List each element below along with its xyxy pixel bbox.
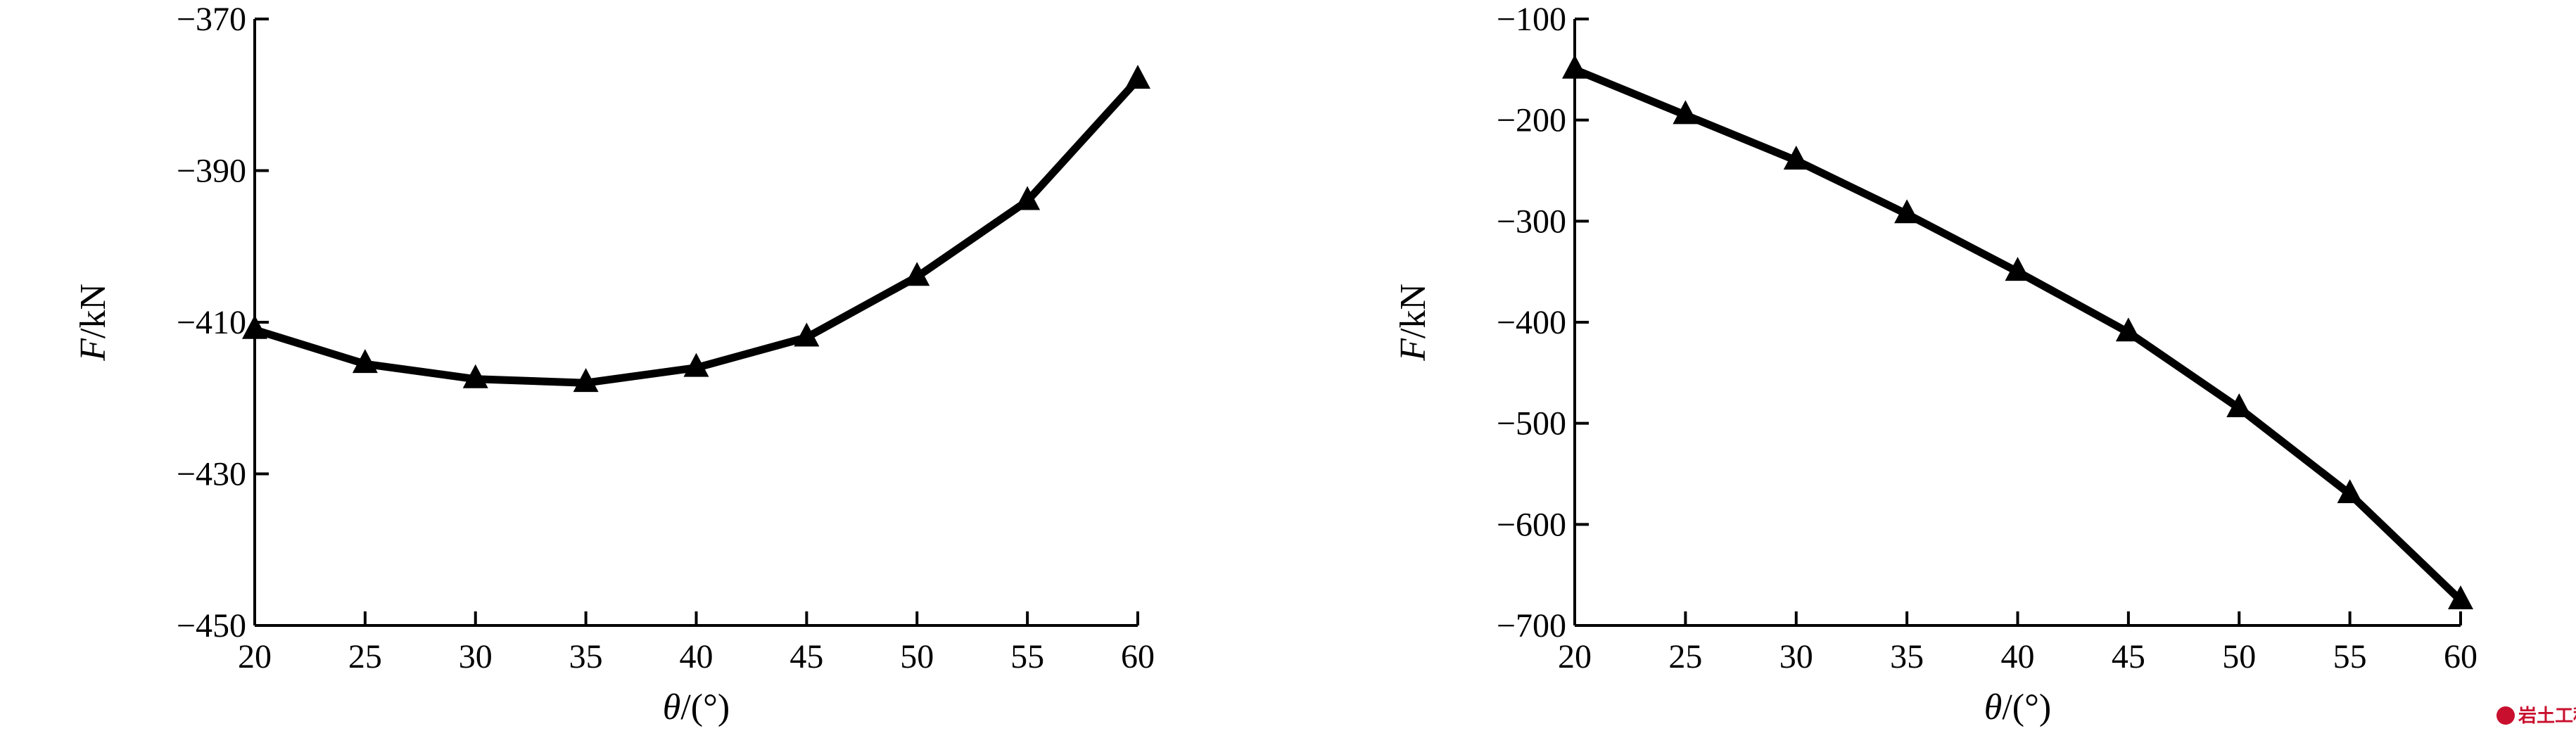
series-group <box>1562 54 2473 610</box>
data-point-marker <box>2337 479 2363 504</box>
data-point-marker <box>2115 317 2141 342</box>
x-tick-label: 25 <box>1668 638 1702 675</box>
data-point-marker <box>683 352 709 377</box>
y-tick-label: −450 <box>177 607 246 644</box>
x-tick-label: 45 <box>789 638 823 675</box>
data-point-marker <box>1894 199 1920 224</box>
y-ticks: −700 −600 −500 −400 −300 −200 −100 <box>1497 1 1589 644</box>
x-tick-label: 30 <box>1779 638 1813 675</box>
seal-logo-icon <box>2496 706 2515 725</box>
y-tick-label: −600 <box>1497 506 1566 543</box>
data-point-marker <box>242 314 267 339</box>
data-point-marker <box>1673 100 1699 125</box>
series-group <box>242 65 1150 393</box>
x-ticks: 20 25 30 35 40 45 50 55 60 <box>238 611 1155 675</box>
x-tick-label: 60 <box>1121 638 1155 675</box>
data-point-marker <box>462 364 488 388</box>
y-tick-label: −390 <box>177 153 246 190</box>
y-tick-label: −300 <box>1497 203 1566 240</box>
data-point-marker <box>352 349 378 374</box>
data-point-marker <box>2448 585 2473 610</box>
data-point-marker <box>2005 257 2031 281</box>
y-ticks: −450 −430 −410 −390 −370 <box>177 1 269 644</box>
y-tick-label: −370 <box>177 1 246 38</box>
y-axis-title: F/kN <box>73 284 113 362</box>
data-point-marker <box>1125 65 1150 89</box>
x-tick-label: 25 <box>348 638 382 675</box>
x-axis-title: θ/(°) <box>663 687 730 727</box>
data-point-marker <box>794 322 820 347</box>
chart-left: −450−430−410−390−370 20 25 30 35 40 45 50 55 60 … <box>73 1 1155 727</box>
x-tick-label: 30 <box>459 638 493 675</box>
data-point-marker <box>573 368 599 393</box>
y-tick-label: −100 <box>1497 1 1566 38</box>
y-tick-label: −430 <box>177 456 246 493</box>
y-tick-label: −500 <box>1497 405 1566 443</box>
x-tick-label: 55 <box>2333 638 2367 675</box>
x-axis-title: θ/(°) <box>1984 687 2051 727</box>
x-tick-label: 35 <box>1890 638 1924 675</box>
y-tick-label: −400 <box>1497 304 1566 341</box>
x-tick-label: 40 <box>2001 638 2035 675</box>
data-point-marker <box>1783 146 1809 170</box>
x-tick-label: 60 <box>2444 638 2477 675</box>
x-tick-label: 50 <box>2222 638 2256 675</box>
y-axis-title: F/kN <box>1393 284 1433 362</box>
x-tick-label: 20 <box>238 638 272 675</box>
data-point-marker <box>1015 186 1041 210</box>
x-tick-label: 35 <box>569 638 603 675</box>
watermark: 岩土工程 <box>2496 706 2576 727</box>
y-tick-label: −200 <box>1497 102 1566 139</box>
x-tick-label: 55 <box>1010 638 1044 675</box>
x-tick-label: 40 <box>680 638 713 675</box>
series-line <box>1571 65 2465 604</box>
y-tick-label: −410 <box>177 304 246 341</box>
watermark-text: 岩土工程 <box>2518 706 2576 727</box>
x-ticks: 20 25 30 35 40 45 50 55 60 <box>1558 611 2477 675</box>
chart-right: −700 −600 −500 −400 −300 −200 −100 20 25 30 35 40 4… <box>1393 1 2477 727</box>
data-point-marker <box>1562 54 1587 79</box>
series-line <box>250 75 1142 387</box>
x-tick-label: 20 <box>1558 638 1592 675</box>
x-tick-label: 45 <box>2112 638 2145 675</box>
data-point-marker <box>2226 393 2252 418</box>
data-point-marker <box>904 262 930 286</box>
x-tick-label: 50 <box>900 638 934 675</box>
y-tick-label: −700 <box>1497 607 1566 644</box>
